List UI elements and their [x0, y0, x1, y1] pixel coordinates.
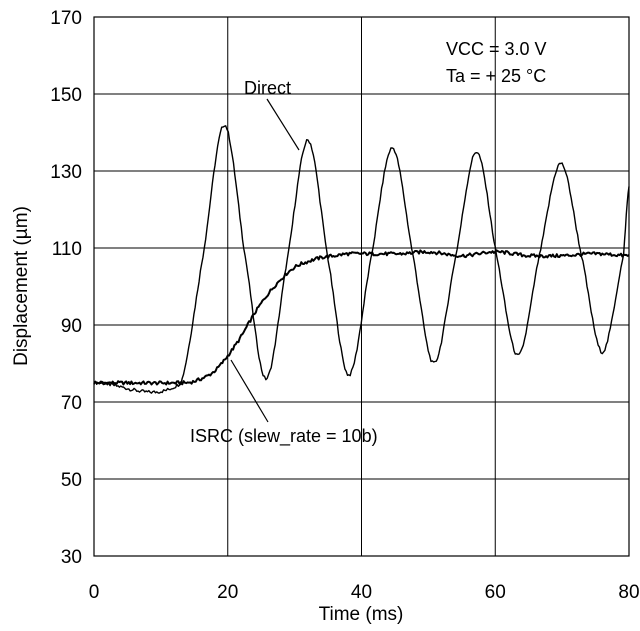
x-tick-label: 0	[89, 582, 100, 603]
condition-vcc: VCC = 3.0 V	[446, 39, 547, 59]
y-tick-label: 50	[61, 470, 82, 491]
y-tick-label: 110	[52, 239, 82, 260]
x-tick-label: 40	[351, 582, 372, 603]
tick-labels: 0 20 40 60 80 30 50 70 90 110 130 150 170	[50, 8, 639, 603]
x-tick-label: 60	[485, 582, 506, 603]
x-tick-label: 20	[217, 582, 238, 603]
series-line-direct	[93, 125, 630, 394]
isrc-label: ISRC (slew_rate = 10b)	[190, 426, 378, 447]
series-layer	[93, 125, 630, 394]
direct-leader-line	[266, 98, 300, 151]
y-tick-label: 90	[61, 316, 82, 337]
y-axis-title: Displacement (µm)	[11, 206, 32, 366]
y-tick-label: 30	[61, 547, 82, 568]
x-tick-label: 80	[618, 582, 639, 603]
y-tick-label: 70	[61, 393, 82, 414]
y-tick-label: 130	[50, 162, 82, 183]
isrc-leader-line	[230, 359, 269, 423]
direct-label: Direct	[244, 78, 291, 98]
condition-ta: Ta = + 25 °C	[446, 66, 546, 86]
grid-lines	[94, 17, 629, 556]
y-tick-label: 150	[50, 85, 82, 106]
series-line-isrc	[93, 249, 630, 386]
x-axis-title: Time (ms)	[319, 604, 404, 625]
y-tick-label: 170	[50, 8, 82, 29]
plot-area	[93, 16, 630, 557]
